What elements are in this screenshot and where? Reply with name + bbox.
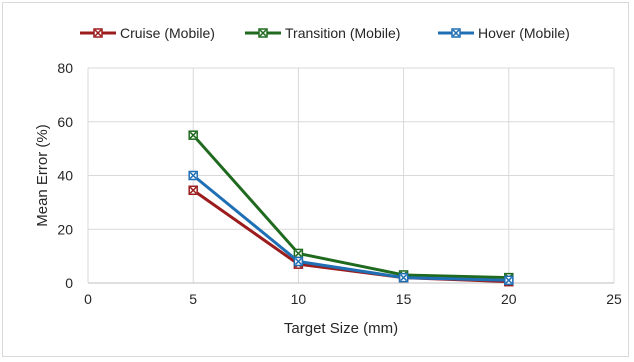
x-tick-label: 0 (84, 291, 92, 307)
legend-marker (258, 28, 268, 38)
marker-cross (452, 29, 460, 37)
series-line-1 (192, 134, 509, 280)
legend-label: Cruise (Mobile) (120, 25, 215, 41)
marker-cross (294, 257, 302, 266)
marker-cross (400, 274, 408, 282)
data-point (293, 248, 304, 259)
series-line-0 (192, 189, 509, 284)
tick-labels: 0 5 10 15 20 25 0 20 40 60 80 (57, 60, 622, 307)
series-line-2 (192, 174, 509, 282)
x-tick-label: 5 (189, 291, 197, 307)
y-tick-label: 80 (57, 60, 73, 76)
marker-cross (189, 131, 197, 139)
legend: Cruise (Mobile) Transition (Mobile) Hover … (80, 25, 570, 41)
marker-cross (294, 249, 302, 257)
data-point (293, 256, 304, 267)
y-tick-label: 0 (65, 275, 73, 291)
y-tick-label: 20 (57, 221, 73, 237)
marker-cross (94, 29, 102, 37)
y-tick-label: 40 (57, 168, 73, 184)
marker-cross (189, 171, 197, 180)
data-point (188, 185, 198, 196)
chart-frame (2, 2, 629, 357)
y-axis-label: Mean Error (%) (34, 124, 51, 227)
x-tick-label: 15 (396, 291, 412, 307)
data-point (398, 272, 409, 283)
legend-label: Transition (Mobile) (285, 25, 400, 41)
data-point (504, 275, 514, 286)
y-tick-label: 60 (57, 114, 73, 130)
legend-marker (451, 28, 461, 38)
data-point (188, 170, 198, 181)
x-axis-label: Target Size (mm) (284, 320, 398, 337)
legend-label: Hover (Mobile) (478, 25, 570, 41)
series-lines (188, 130, 514, 287)
axes (87, 68, 614, 284)
x-tick-label: 10 (291, 291, 307, 307)
legend-marker (93, 28, 103, 38)
marker-cross (259, 29, 267, 37)
gridlines (88, 67, 615, 283)
x-tick-label: 20 (501, 291, 517, 307)
data-point (188, 130, 198, 140)
x-tick-label: 25 (606, 291, 622, 307)
marker-cross (189, 186, 197, 194)
marker-cross (505, 276, 513, 284)
